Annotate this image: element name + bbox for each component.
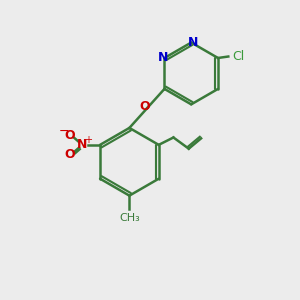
Text: CH₃: CH₃ <box>119 213 140 223</box>
Text: O: O <box>65 148 75 161</box>
Text: O: O <box>65 129 75 142</box>
Text: −: − <box>58 124 69 137</box>
Text: +: + <box>84 134 92 145</box>
Text: O: O <box>139 100 150 113</box>
Text: N: N <box>77 138 88 151</box>
Text: Cl: Cl <box>233 50 245 63</box>
Text: N: N <box>188 36 198 49</box>
Text: N: N <box>158 52 168 64</box>
